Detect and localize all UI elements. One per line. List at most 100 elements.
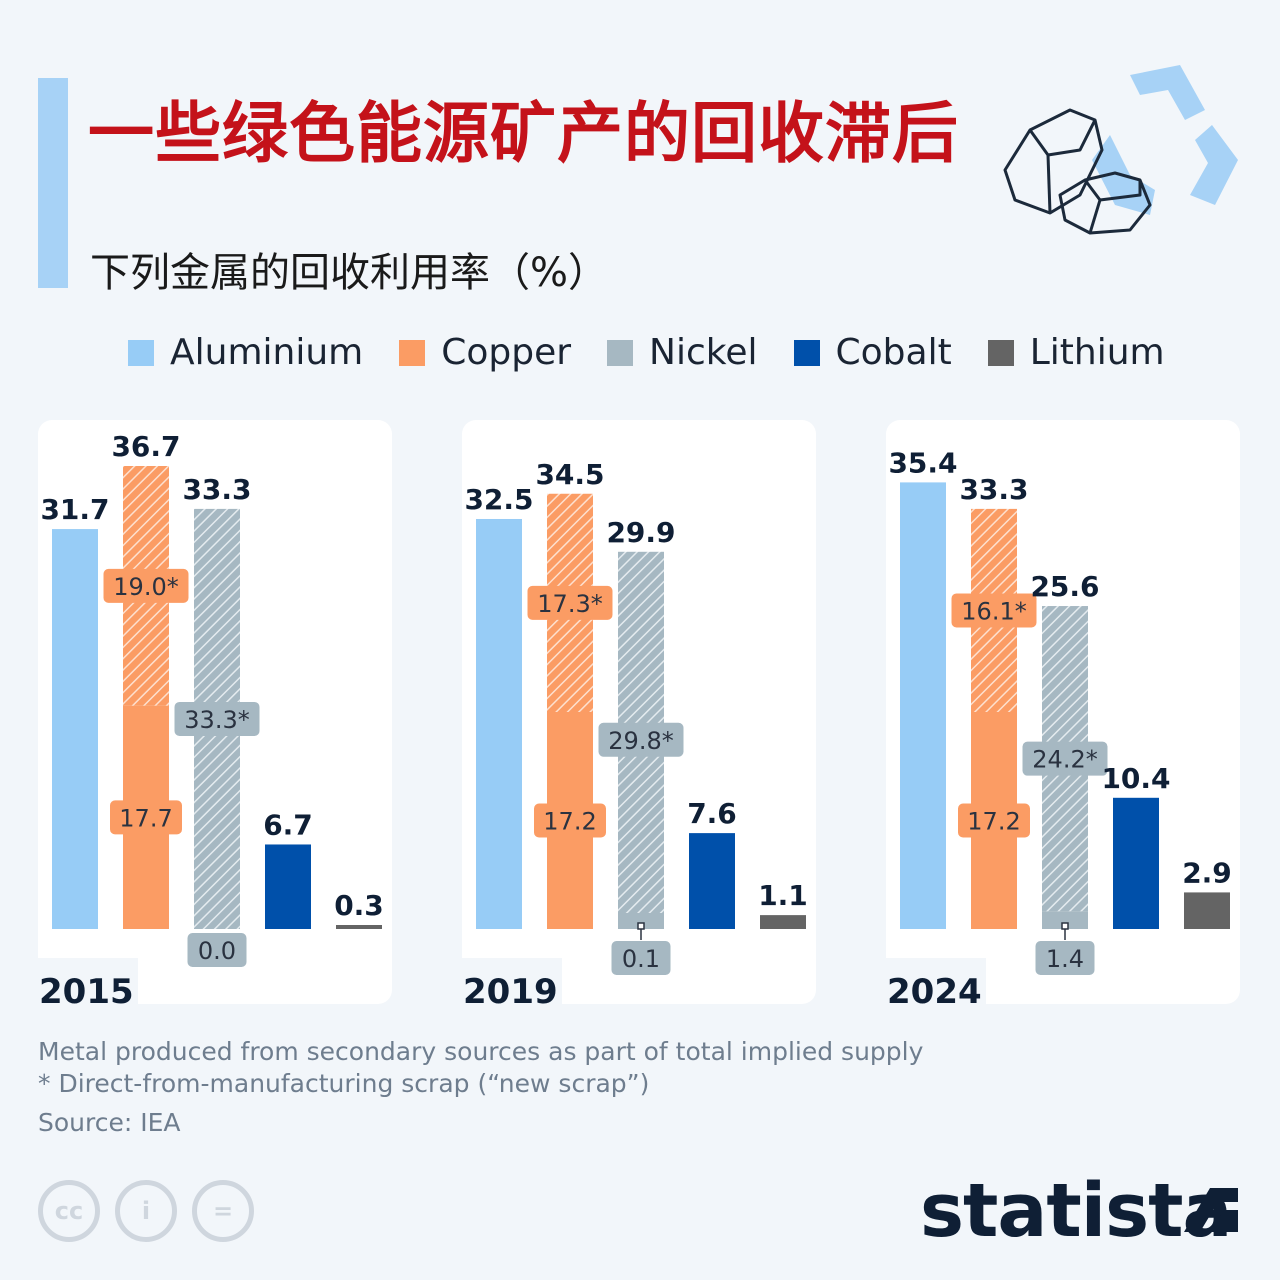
year-label: 2019: [463, 972, 558, 1012]
bar-lithium-2015: [336, 925, 382, 929]
value-label-copper-2024: 33.3: [959, 473, 1028, 506]
legend-swatch-cobalt: [793, 339, 820, 366]
statista-logo-mark: [1184, 1188, 1238, 1232]
title-accent-bar: [38, 78, 68, 288]
label-copper-base-2015: 17.7: [110, 800, 182, 835]
legend-label-lithium: Lithium: [1029, 332, 1165, 373]
no-derivatives-glyph: =: [212, 1197, 234, 1225]
label-nickel-new-scrap-2015: 33.3*: [174, 701, 260, 736]
label-copper-base-2024: 17.2: [958, 803, 1030, 838]
attribution-icon[interactable]: i: [115, 1180, 177, 1242]
label-nickel-base-2019-bg: [611, 941, 671, 975]
value-label-aluminium-2024: 35.4: [888, 446, 957, 479]
value-label-lithium-2019: 1.1: [758, 879, 808, 912]
recycle-minerals-icon: [1003, 65, 1238, 235]
value-label-cobalt-2015: 6.7: [263, 808, 313, 841]
label-copper-new-scrap-2024-text: 16.1*: [961, 597, 1026, 625]
value-label-lithium-2015: 0.3: [334, 889, 384, 922]
label-nickel-base-2024-bg: [1035, 941, 1095, 975]
label-nickel-new-scrap-2024-text: 24.2*: [1032, 746, 1097, 774]
chart-subtitle: 下列金属的回收利用率（%）: [90, 250, 609, 296]
label-copper-base-2015-bg: [110, 800, 182, 835]
attribution-glyph: i: [141, 1197, 151, 1225]
year-tab: [884, 958, 986, 1008]
year-label: 2015: [39, 972, 134, 1012]
legend-item-cobalt: Cobalt: [793, 332, 952, 373]
label-copper-base-2019-bg: [534, 803, 606, 838]
label-copper-new-scrap-2015: 19.0*: [103, 568, 189, 603]
label-nickel-new-scrap-2019-bg: [598, 722, 684, 757]
value-label-copper-2019: 34.5: [535, 458, 604, 491]
legend-item-nickel: Nickel: [607, 332, 758, 373]
label-copper-new-scrap-2019: 17.3*: [527, 585, 613, 620]
label-nickel-base-2015-text: 0.0: [198, 937, 236, 965]
bar-cobalt-2015: [265, 844, 311, 929]
year-tab: [36, 958, 138, 1008]
label-copper-new-scrap-2019-bg: [527, 585, 613, 620]
bar-aluminium-2015: [52, 529, 98, 929]
label-nickel-base-2015-bg: [187, 933, 247, 967]
legend-swatch-nickel: [607, 339, 634, 366]
label-copper-new-scrap-2019-text: 17.3*: [537, 590, 602, 618]
statista-logo[interactable]: statista: [920, 1168, 1232, 1254]
bar-aluminium-2019: [476, 518, 522, 929]
legend-label-nickel: Nickel: [649, 332, 758, 373]
value-label-lithium-2024: 2.9: [1182, 856, 1232, 889]
value-label-nickel-2024: 25.6: [1030, 570, 1099, 603]
label-copper-new-scrap-2024: 16.1*: [951, 593, 1037, 628]
legend-swatch-copper: [399, 339, 426, 366]
label-copper-base-2019-text: 17.2: [543, 808, 596, 836]
legend-label-cobalt: Cobalt: [835, 332, 952, 373]
value-label-aluminium-2019: 32.5: [464, 483, 533, 516]
label-nickel-new-scrap-2015-bg: [174, 701, 260, 736]
panel-2019: 2019 32.5 17.3* 17.2 34.5 29.8* 0.1 29.9 7.6 1.1: [460, 420, 816, 1012]
year-label: 2024: [887, 972, 982, 1012]
legend-swatch-lithium: [987, 339, 1014, 366]
chart-title: 一些绿色能源矿产的回收滞后: [88, 95, 959, 172]
footnotes: Metal produced from secondary sources as…: [38, 1036, 923, 1100]
value-label-copper-2015: 36.7: [111, 430, 180, 463]
label-copper-base-2015-text: 17.7: [119, 804, 172, 832]
label-nickel-new-scrap-2015-text: 33.3*: [184, 706, 249, 734]
bar-lithium-2024: [1184, 892, 1230, 929]
label-nickel-base-2019-text: 0.1: [622, 945, 660, 973]
label-nickel-base-2015: 0.0: [187, 933, 247, 967]
label-nickel-new-scrap-2024: 24.2*: [1022, 741, 1108, 776]
chart-legend: Aluminium Copper Nickel Cobalt Lithium: [128, 332, 1201, 373]
bar-nickel-base-marker-2019: [618, 913, 664, 929]
label-copper-new-scrap-2015-text: 19.0*: [113, 573, 178, 601]
label-copper-new-scrap-2015-bg: [103, 568, 189, 603]
label-nickel-new-scrap-2024-bg: [1022, 741, 1108, 776]
source-text: Source: IEA: [38, 1108, 181, 1137]
label-nickel-base-2024: 1.4: [1035, 941, 1095, 975]
year-tab: [460, 958, 562, 1008]
label-copper-base-2019: 17.2: [534, 803, 606, 838]
value-label-cobalt-2024: 10.4: [1101, 762, 1170, 795]
value-label-nickel-2015: 33.3: [182, 473, 251, 506]
label-copper-base-2024-bg: [958, 803, 1030, 838]
note-text: Metal produced from secondary sources as…: [38, 1037, 924, 1066]
legend-item-aluminium: Aluminium: [128, 332, 363, 373]
legend-label-copper: Copper: [441, 332, 572, 373]
footnote-text: * Direct-from-manufacturing scrap (“new …: [38, 1069, 650, 1098]
label-copper-new-scrap-2024-bg: [951, 593, 1037, 628]
bar-aluminium-2024: [900, 482, 946, 929]
value-label-aluminium-2015: 31.7: [40, 493, 109, 526]
label-nickel-new-scrap-2019-text: 29.8*: [608, 727, 673, 755]
legend-swatch-aluminium: [128, 339, 154, 366]
label-nickel-base-2024-text: 1.4: [1046, 945, 1084, 973]
bar-lithium-2019: [760, 915, 806, 929]
cc-icon[interactable]: cc: [38, 1180, 100, 1242]
bar-nickel-base-marker-2024: [1042, 913, 1088, 929]
leader-marker: [637, 922, 645, 930]
label-nickel-new-scrap-2019: 29.8*: [598, 722, 684, 757]
legend-item-copper: Copper: [399, 332, 571, 373]
value-label-nickel-2019: 29.9: [606, 516, 675, 549]
bar-cobalt-2024: [1113, 797, 1159, 929]
value-label-cobalt-2019: 7.6: [687, 797, 737, 830]
bar-cobalt-2019: [689, 833, 735, 929]
cc-glyph: cc: [54, 1197, 84, 1225]
leader-marker: [1061, 922, 1069, 930]
no-derivatives-icon[interactable]: =: [192, 1180, 254, 1242]
